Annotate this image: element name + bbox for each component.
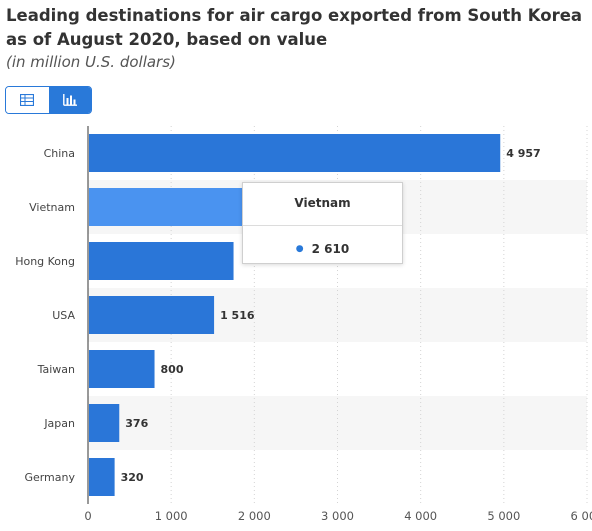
bar[interactable] [89, 458, 115, 496]
x-tick-label: 1 000 [155, 509, 188, 523]
category-label: Germany [24, 471, 75, 484]
bar-chart-icon [62, 94, 77, 106]
value-label: 376 [125, 417, 148, 430]
category-label: Vietnam [29, 201, 75, 214]
x-tick-label: 4 000 [404, 509, 437, 523]
x-tick-label: 2 000 [238, 509, 271, 523]
view-toggle [5, 86, 92, 114]
chart-title: Leading destinations for air cargo expor… [6, 6, 583, 49]
chart-view-button[interactable] [48, 87, 91, 113]
chart-subtitle: (in million U.S. dollars) [6, 53, 176, 71]
x-tick-label: 0 [84, 509, 91, 523]
value-label: 4 957 [506, 147, 540, 160]
value-label: 1 516 [220, 309, 255, 322]
series-dot-icon: ● [295, 244, 304, 254]
tooltip-divider [243, 225, 402, 226]
table-view-button[interactable] [6, 87, 49, 113]
chart-tooltip: Vietnam ● 2 610 [242, 182, 403, 264]
category-label: Japan [43, 417, 75, 430]
tooltip-value: 2 610 [311, 242, 350, 256]
category-label: Hong Kong [15, 255, 75, 268]
bar[interactable] [89, 350, 155, 388]
table-icon [20, 94, 35, 106]
tooltip-title: Vietnam [294, 196, 351, 210]
bar[interactable] [89, 134, 501, 172]
x-tick-label: 3 000 [321, 509, 354, 523]
category-label: Taiwan [37, 363, 75, 376]
category-label: USA [52, 309, 75, 322]
category-label: China [44, 147, 75, 160]
value-label: 320 [121, 471, 144, 484]
x-tick-label: 6 000 [571, 509, 592, 523]
row-band [88, 396, 587, 450]
bar[interactable] [89, 296, 215, 334]
value-label: 800 [161, 363, 184, 376]
bar[interactable] [89, 242, 234, 280]
bar[interactable] [89, 404, 120, 442]
x-tick-label: 5 000 [487, 509, 520, 523]
tooltip-value-row: ● 2 610 [243, 242, 402, 256]
